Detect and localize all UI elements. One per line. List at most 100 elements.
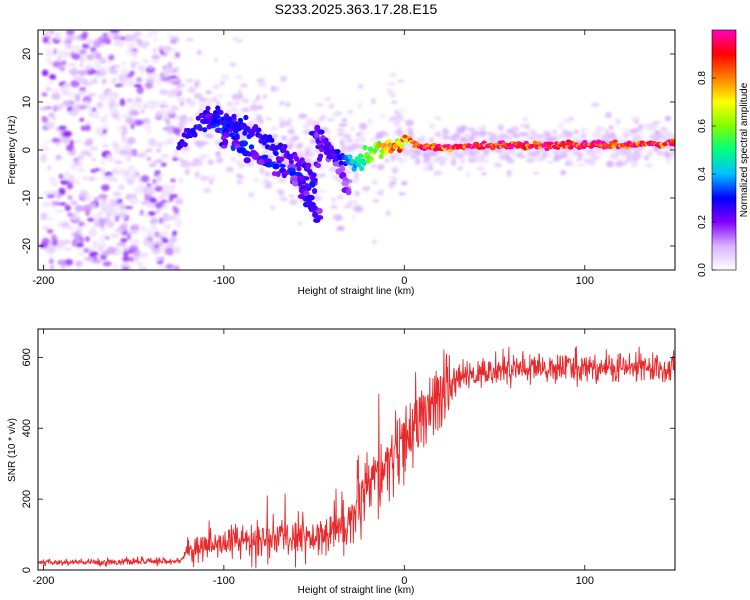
halo-blob <box>404 147 409 152</box>
halo-blob <box>567 157 573 163</box>
noise-blob <box>165 119 171 125</box>
noise-blob <box>40 212 48 221</box>
noise-blob <box>114 116 122 121</box>
colorbar-frame <box>711 29 737 271</box>
halo-blob <box>280 75 287 82</box>
halo-blob <box>526 135 535 140</box>
halo-blob <box>630 116 640 121</box>
halo-blob <box>382 132 390 137</box>
spectrogram-x-tick-label: 0 <box>401 275 407 287</box>
noise-blob <box>159 89 168 95</box>
ridge-blob <box>192 132 198 138</box>
noise-blob <box>128 245 139 252</box>
halo-blob <box>371 98 376 105</box>
halo-blob <box>248 191 255 198</box>
noise-blob <box>146 33 153 38</box>
noise-blob <box>74 204 84 213</box>
noise-blob <box>130 50 138 59</box>
ridge-blob <box>378 153 384 160</box>
noise-blob <box>82 31 88 39</box>
noise-blob <box>142 235 148 240</box>
noise-blob <box>98 209 105 214</box>
halo-blob <box>557 133 566 139</box>
noise-blob <box>102 261 112 267</box>
ridge-blob <box>206 124 212 130</box>
noise-blob <box>164 224 172 230</box>
noise-blob <box>172 127 182 135</box>
halo-blob <box>264 171 271 177</box>
noise-blob <box>125 98 134 103</box>
branch-blob <box>345 188 352 196</box>
noise-blob <box>41 201 52 208</box>
noise-blob <box>55 141 61 147</box>
noise-blob <box>112 211 117 220</box>
noise-blob <box>107 219 113 226</box>
branch-blob <box>305 194 315 201</box>
halo-blob <box>348 146 355 152</box>
halo-blob <box>215 100 221 108</box>
halo-blob <box>323 96 332 102</box>
halo-blob <box>237 89 243 94</box>
halo-blob <box>389 154 397 159</box>
noise-blob <box>89 145 99 152</box>
noise-blob <box>140 175 150 183</box>
branch-blob <box>248 144 255 150</box>
halo-blob <box>553 154 563 160</box>
noise-blob <box>170 80 180 85</box>
noise-blob <box>147 65 154 71</box>
noise-blob <box>94 52 100 59</box>
halo-blob <box>196 79 201 85</box>
noise-blob <box>93 60 102 68</box>
branch-blob <box>235 127 242 132</box>
halo-blob <box>307 151 315 158</box>
noise-blob <box>119 202 126 211</box>
branch-blob <box>341 180 349 187</box>
halo-blob <box>182 120 188 126</box>
noise-blob <box>150 72 158 79</box>
halo-blob <box>615 158 625 162</box>
ridge-blob <box>317 153 324 159</box>
halo-blob <box>235 180 243 184</box>
halo-blob <box>435 116 442 121</box>
snr-x-ticks: -200 -100 0 100 <box>32 329 594 587</box>
halo-blob <box>302 124 311 129</box>
ridge-blob <box>227 116 233 122</box>
noise-blob <box>99 233 107 242</box>
halo-blob <box>660 126 667 131</box>
noise-blob <box>111 141 117 147</box>
noise-blob <box>121 133 126 141</box>
ridge-blob <box>362 144 368 151</box>
halo-blob <box>650 134 658 138</box>
halo-blob <box>608 125 614 130</box>
halo-blob <box>352 177 359 183</box>
noise-blob <box>95 66 106 71</box>
noise-blob <box>75 76 86 83</box>
halo-blob <box>182 160 192 168</box>
halo-blob <box>194 171 200 179</box>
noise-blob <box>62 39 68 45</box>
ridge-blob <box>202 127 208 133</box>
halo-blob <box>488 134 496 139</box>
spectrogram-x-tick-label: 100 <box>576 275 594 287</box>
halo-blob <box>328 103 335 109</box>
ridge-blob <box>315 162 322 169</box>
noise-blob <box>60 180 69 185</box>
halo-blob <box>199 175 209 182</box>
halo-blob <box>326 117 335 122</box>
noise-blob <box>139 209 144 216</box>
snr-y-tick-label: 0 <box>21 567 33 573</box>
halo-blob <box>205 133 214 139</box>
noise-blob <box>52 61 62 68</box>
halo-blob <box>481 172 488 176</box>
noise-blob <box>152 160 158 165</box>
ridge-blob <box>319 146 325 153</box>
noise-blob <box>114 83 124 87</box>
halo-blob <box>476 166 486 171</box>
noise-blob <box>64 204 71 212</box>
branch-blob <box>243 157 251 164</box>
noise-blob <box>122 267 129 270</box>
ridge-blob <box>215 105 221 111</box>
spectrogram-ridge <box>176 105 675 224</box>
noise-blob <box>106 67 111 72</box>
noise-blob <box>157 233 163 239</box>
